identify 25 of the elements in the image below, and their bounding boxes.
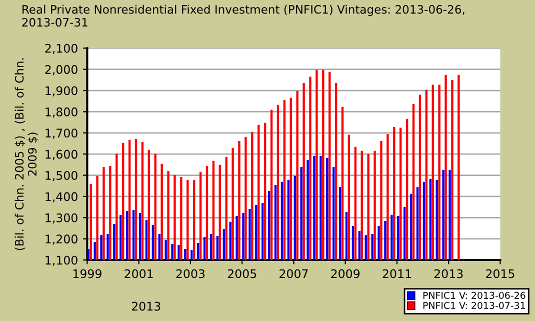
y-tick-label: 2,100 xyxy=(45,44,78,54)
y-axis-title: (Bil. of Chn. 2005 $) , (Bil. of Chn. 2009 $) xyxy=(14,58,38,250)
x-tick-label: 2013 xyxy=(434,269,463,278)
x-tick-label: 2005 xyxy=(228,269,256,278)
x-tick-label: 2009 xyxy=(331,269,360,278)
y-tick-label: 1,500 xyxy=(46,170,78,182)
y-tick-label: 1,200 xyxy=(46,234,78,245)
y-tick-label: 2,000 xyxy=(45,65,78,76)
x-tick-label: 2001 xyxy=(124,269,153,278)
y-tick-label: 1,100 xyxy=(46,256,78,266)
legend-label: PNFIC1 V: 2013-06-26 xyxy=(423,292,526,299)
legend-label: PNFIC1 V: 2013-07-31 xyxy=(423,302,525,310)
y-tick-label: 1,700 xyxy=(46,128,78,139)
x-tick-label: 1999 xyxy=(73,269,102,278)
x-tick-label: 2015 xyxy=(486,269,514,278)
y-tick-label: 1,300 xyxy=(46,213,78,224)
y-tick-label: 1,400 xyxy=(46,192,78,202)
chart-title: Real Private Nonresidential Fixed Investment (PNFIC1) Vintages: 2013-06-26, 2013-07-31 xyxy=(22,4,464,27)
x-tick-label: 2007 xyxy=(280,269,308,278)
text: 2013 xyxy=(132,302,160,311)
x-tick-label: 2011 xyxy=(382,269,411,278)
y-tick-label: 1,900 xyxy=(46,86,78,96)
y-tick-label: 1,600 xyxy=(46,150,78,160)
y-tick-label: 1,800 xyxy=(46,107,78,118)
x-tick-label: 2003 xyxy=(176,269,205,278)
